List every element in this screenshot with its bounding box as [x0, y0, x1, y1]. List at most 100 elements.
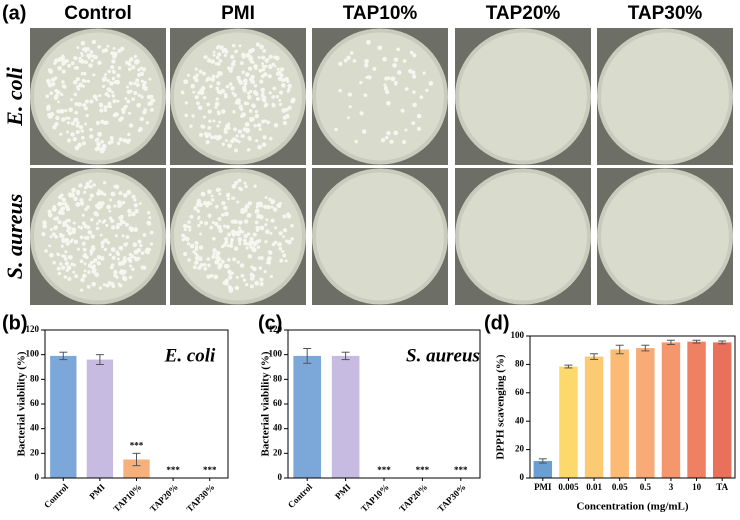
colony [63, 202, 68, 206]
colony [68, 192, 72, 196]
colony [280, 83, 286, 88]
colony [101, 77, 107, 82]
colony [117, 261, 123, 266]
colony [252, 267, 257, 271]
colony [278, 98, 282, 102]
colony [263, 204, 268, 209]
colony [130, 254, 134, 259]
colony [141, 67, 147, 72]
colony [100, 256, 105, 261]
colony [59, 262, 63, 266]
colony [227, 197, 230, 201]
colony [259, 79, 264, 84]
colony [279, 258, 284, 263]
colony [96, 141, 101, 147]
colony [89, 127, 93, 132]
colony [55, 115, 60, 121]
colony [65, 224, 69, 228]
colony [425, 88, 429, 93]
colony [219, 45, 224, 50]
colony [190, 83, 194, 87]
colony [234, 100, 240, 105]
colony [148, 216, 152, 220]
colony [80, 72, 85, 76]
colony [274, 55, 280, 61]
colony [92, 54, 97, 59]
colony [226, 258, 231, 262]
colony [247, 95, 252, 100]
colony [139, 116, 145, 122]
colony [243, 233, 248, 239]
colony [111, 76, 116, 81]
colony [86, 285, 91, 289]
colony [97, 45, 102, 49]
colony [97, 201, 102, 206]
colony [276, 67, 280, 71]
colony [117, 200, 121, 204]
colony [60, 92, 64, 97]
colony [257, 144, 262, 150]
y-tick-label: 100 [511, 330, 525, 340]
colony [135, 78, 140, 83]
colony [147, 221, 152, 226]
x-tick-label: TAP20% [397, 482, 429, 514]
colony [383, 83, 387, 87]
colony [73, 56, 78, 61]
colony [277, 76, 283, 82]
colony [83, 79, 87, 83]
colony [217, 52, 222, 57]
y-tick-label: 20 [30, 447, 40, 457]
colony [249, 60, 253, 64]
colony [222, 224, 227, 228]
colony [242, 238, 247, 243]
colony [127, 132, 131, 137]
colony [121, 110, 126, 115]
dish-agar [601, 172, 729, 301]
colony [259, 277, 264, 282]
colony [384, 89, 390, 95]
colony [260, 87, 266, 93]
colony [183, 228, 187, 232]
colony [73, 239, 79, 245]
colony [150, 108, 154, 112]
colony [137, 68, 141, 72]
colony [61, 237, 66, 242]
colony [184, 101, 188, 105]
colony [207, 109, 212, 114]
colony [231, 183, 237, 189]
colony [214, 62, 219, 66]
panel-label: (a) [2, 2, 26, 24]
colony [231, 91, 235, 95]
colony [146, 94, 152, 100]
colony [101, 144, 107, 149]
colony [281, 108, 287, 113]
bar [584, 356, 604, 478]
colony [244, 184, 248, 189]
colony [197, 266, 202, 270]
y-tick-label: 80 [273, 373, 283, 383]
colony [57, 100, 60, 104]
colony [272, 86, 277, 91]
colony [66, 138, 72, 143]
colony [203, 55, 208, 60]
colony [243, 241, 247, 246]
colony [137, 239, 142, 244]
colony [217, 224, 222, 230]
colony [197, 105, 203, 111]
significance-label: *** [377, 465, 391, 475]
colony [140, 251, 145, 255]
colony [108, 216, 113, 220]
y-tick-label: 20 [515, 444, 525, 454]
colony [188, 228, 192, 232]
colony [98, 286, 102, 290]
colony [187, 73, 190, 77]
colony [259, 44, 264, 50]
error-bar [718, 340, 727, 345]
significance-label: *** [130, 440, 144, 450]
colony [199, 220, 204, 225]
y-tick-label: 60 [515, 387, 525, 397]
colony [227, 275, 233, 280]
colony [109, 136, 114, 140]
colony [70, 132, 75, 137]
